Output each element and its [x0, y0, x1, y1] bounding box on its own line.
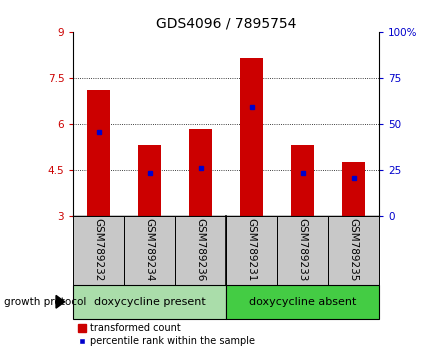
Bar	[276, 216, 328, 285]
Text: GSM789235: GSM789235	[348, 218, 358, 281]
Text: GSM789231: GSM789231	[246, 218, 256, 281]
Bar	[124, 216, 175, 285]
Text: growth protocol: growth protocol	[4, 297, 86, 307]
Bar	[226, 285, 378, 319]
Text: doxycycline present: doxycycline present	[94, 297, 205, 307]
Bar	[175, 216, 226, 285]
Text: GSM789233: GSM789233	[297, 218, 307, 281]
Bar	[73, 285, 226, 319]
Legend: transformed count, percentile rank within the sample: transformed count, percentile rank withi…	[78, 324, 254, 346]
Text: GSM789236: GSM789236	[195, 218, 205, 281]
Bar	[138, 145, 161, 216]
Polygon shape	[56, 295, 64, 308]
Text: doxycycline absent: doxycycline absent	[249, 297, 356, 307]
Bar	[240, 58, 263, 216]
Bar	[87, 90, 110, 216]
Text: GSM789232: GSM789232	[94, 218, 104, 281]
Text: GSM789234: GSM789234	[144, 218, 154, 281]
Title: GDS4096 / 7895754: GDS4096 / 7895754	[156, 17, 296, 31]
Bar	[341, 162, 364, 216]
Bar	[328, 216, 378, 285]
Bar	[189, 129, 212, 216]
Bar	[73, 216, 124, 285]
Bar	[226, 216, 276, 285]
Bar	[291, 145, 313, 216]
